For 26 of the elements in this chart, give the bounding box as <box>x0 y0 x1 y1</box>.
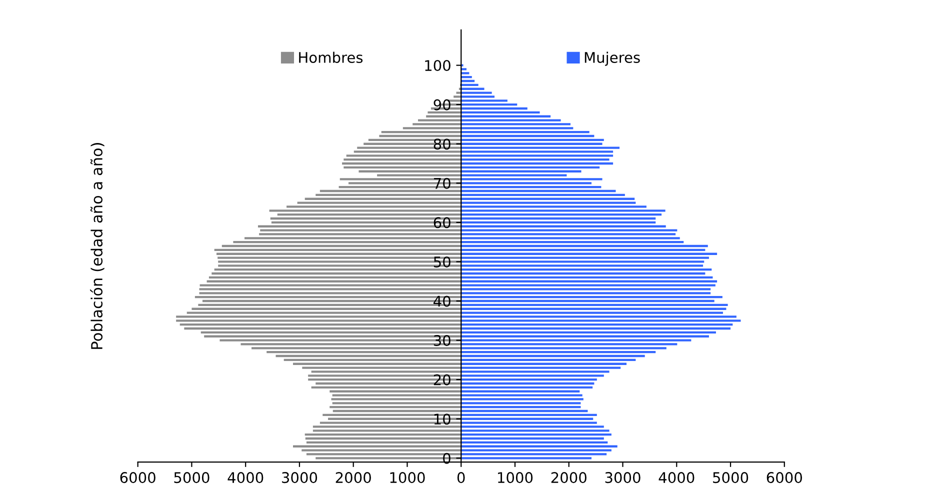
x-tick-label: 4000 <box>228 472 264 484</box>
x-tick-label: 2000 <box>336 472 371 484</box>
x-tick-label: 4000 <box>658 472 694 484</box>
legend-label: Mujeres <box>584 52 640 66</box>
y-tick-label: 100 <box>425 60 450 72</box>
x-tick-label: 1000 <box>390 472 425 484</box>
x-tick-label: 0 <box>457 472 465 484</box>
y-tick-label: 70 <box>434 178 450 189</box>
x-tick-label: 5000 <box>174 472 210 484</box>
y-tick-label: 30 <box>434 335 450 346</box>
x-tick-label: 3000 <box>282 472 318 484</box>
y-tick-label: 60 <box>434 217 450 228</box>
y-tick-label: 90 <box>434 99 450 110</box>
legend-label: Hombres <box>299 52 363 63</box>
x-tick-label: 2000 <box>551 472 586 484</box>
x-tick-label: 1000 <box>498 472 533 484</box>
y-axis-title: Población (edad año a año) <box>90 143 104 349</box>
x-tick-label: 5000 <box>713 472 748 484</box>
x-tick-label: 6000 <box>120 472 156 484</box>
y-tick-label: 20 <box>434 374 450 386</box>
y-tick-label: 80 <box>434 138 450 150</box>
y-tick-label: 50 <box>434 256 450 268</box>
x-tick-label: 3000 <box>605 472 640 484</box>
y-tick-label: 40 <box>434 296 450 307</box>
y-tick-label: 10 <box>434 414 450 425</box>
x-tick-label: 6000 <box>766 472 802 484</box>
